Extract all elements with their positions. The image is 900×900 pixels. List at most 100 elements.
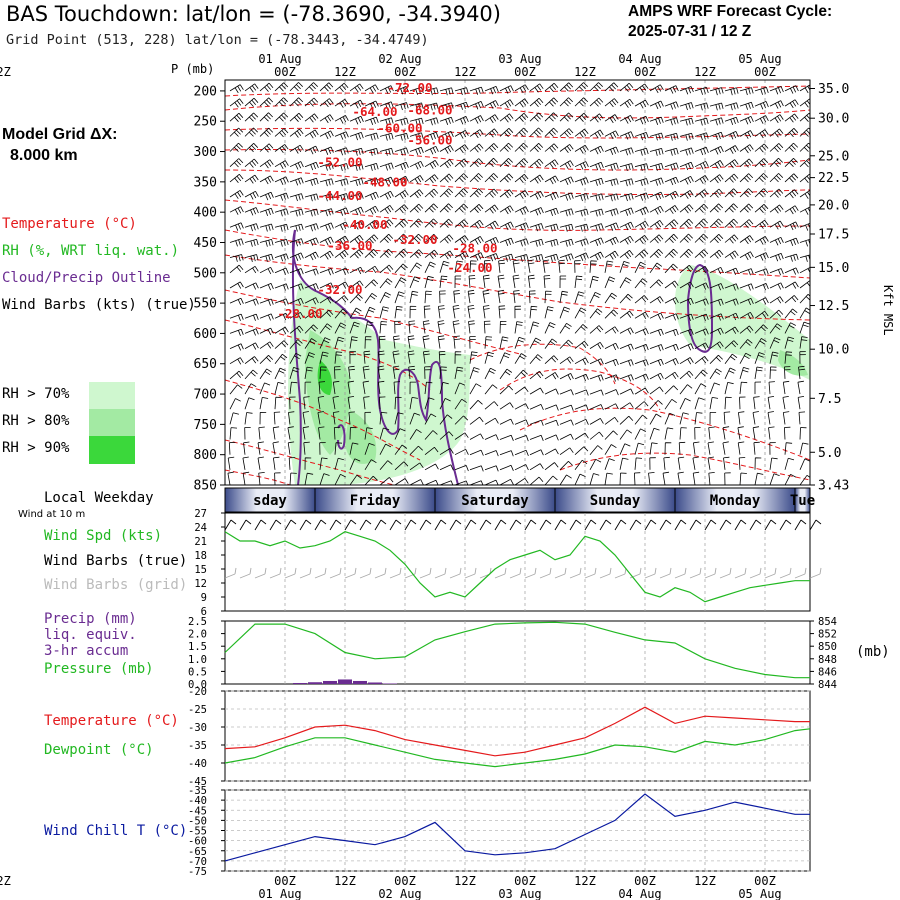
wind-barb-true: [464, 519, 477, 531]
xs-wind-barb: [739, 298, 754, 306]
xs-wind-barb: [274, 283, 289, 291]
xs-wind-barb: [649, 163, 664, 171]
xs-wind-barb: [407, 335, 415, 349]
xs-wind-barb: [409, 276, 421, 289]
xs-wind-barb: [724, 218, 739, 228]
xs-wind-barb: [649, 177, 664, 186]
xs-wind-barb: [799, 458, 810, 470]
height-label-6: 15.0: [818, 261, 849, 276]
xs-wind-barb: [739, 87, 754, 96]
xs-wind-barb: [544, 82, 559, 92]
xs-wind-barb: [304, 352, 315, 364]
xs-wind-barb: [394, 291, 405, 304]
xs-wind-barb: [484, 86, 499, 95]
xs-wind-barb: [274, 312, 289, 321]
xs-wind-barb: [439, 290, 446, 304]
cross-section-content: [225, 80, 810, 485]
xs-wind-barb: [422, 320, 430, 334]
xs-wind-barb: [544, 388, 559, 395]
xs-wind-barb: [634, 163, 649, 172]
xs-wind-barb: [484, 157, 498, 167]
xs-wind-barb: [649, 386, 664, 395]
xs-wind-barb: [409, 117, 424, 126]
xs-wind-barb: [319, 309, 334, 319]
temp-ticklabel-1: -40: [188, 758, 207, 770]
xs-wind-barb: [439, 382, 449, 395]
wind-barb-true: [524, 519, 537, 531]
chill-ticklabel-3: -60: [188, 836, 207, 848]
xs-wind-barb: [334, 221, 349, 231]
temp-ticklabel-5: -20: [188, 686, 207, 698]
xs-wind-barb: [559, 474, 572, 485]
wind-barb-grid: [689, 567, 702, 579]
xs-wind-barb: [289, 381, 298, 395]
xs-wind-barb: [559, 404, 574, 411]
xs-wind-barb: [334, 336, 345, 349]
xs-wind-barb: [229, 142, 243, 152]
xs-wind-barb: [799, 280, 810, 289]
xs-wind-barb: [259, 82, 274, 92]
xs-wind-barb: [514, 403, 529, 410]
xs-wind-barb: [649, 219, 664, 229]
xs-wind-barb: [394, 132, 409, 141]
xs-wind-barb: [769, 473, 780, 485]
xs-wind-barb: [799, 127, 810, 137]
xs-wind-barb: [349, 249, 364, 259]
xs-wind-barb: [499, 237, 514, 247]
xs-wind-barb: [574, 82, 588, 92]
xs-wind-barb: [559, 356, 574, 365]
xs-wind-barb: [364, 336, 372, 349]
wind-barb-grid: [809, 567, 822, 579]
precip-ticklabel-2: 1.0: [188, 654, 207, 666]
xs-wind-barb: [514, 158, 529, 168]
xs-wind-barb: [364, 459, 377, 471]
xs-wind-barb: [424, 102, 439, 111]
precip-accum-label: 3-hr accum: [44, 643, 129, 659]
xs-wind-barb: [544, 475, 558, 485]
xs-wind-barb: [798, 365, 805, 379]
xs-wind-barb: [799, 474, 810, 485]
xs-wind-barb: [739, 188, 753, 198]
xs-wind-barb: [469, 143, 484, 153]
xs-wind-barb: [559, 144, 574, 154]
xs-wind-barb: [574, 373, 589, 382]
xs-wind-barb: [529, 463, 544, 471]
wind-barb-true: [734, 519, 747, 531]
pressure-ticklabel-0: 844: [818, 679, 837, 691]
xs-wind-barb: [319, 442, 326, 455]
xs-wind-barb: [559, 112, 574, 122]
xs-wind-barb: [604, 222, 619, 231]
xs-wind-barb: [634, 328, 649, 336]
xs-wind-barb: [604, 114, 619, 124]
top-hour-label-7: 12Z: [694, 65, 716, 79]
xs-wind-barb: [229, 206, 244, 215]
xs-wind-barb: [259, 266, 274, 275]
xs-wind-barb: [529, 370, 544, 380]
xs-wind-barb: [439, 130, 454, 140]
wind-barb-true: [569, 519, 582, 531]
xs-wind-barb: [679, 117, 694, 126]
xs-wind-barb: [679, 190, 694, 199]
temp-contour-label-8: -44.00: [317, 188, 362, 203]
xs-wind-barb: [769, 296, 784, 304]
xs-wind-barb: [769, 173, 784, 183]
bottom-hour-label-0: 00Z: [274, 874, 296, 888]
xs-wind-barb: [574, 357, 589, 365]
xs-wind-barb: [304, 324, 318, 334]
xs-wind-barb: [649, 457, 656, 470]
xs-wind-barb: [694, 369, 708, 380]
rh-90-label: RH > 90%: [2, 440, 70, 456]
wind-barb-grid: [389, 567, 402, 579]
xs-wind-barb: [244, 313, 259, 321]
xs-wind-barb: [679, 86, 694, 95]
xs-wind-barb: [709, 131, 724, 141]
xs-wind-barb: [438, 351, 446, 364]
xs-wind-barb: [259, 97, 274, 107]
xs-wind-barb: [694, 265, 709, 274]
xs-wind-barb: [229, 238, 244, 247]
xs-wind-barb: [289, 112, 304, 122]
xs-wind-barb: [424, 87, 439, 96]
xs-wind-barb: [679, 233, 693, 243]
temperature-label: Temperature (°C): [44, 713, 179, 729]
